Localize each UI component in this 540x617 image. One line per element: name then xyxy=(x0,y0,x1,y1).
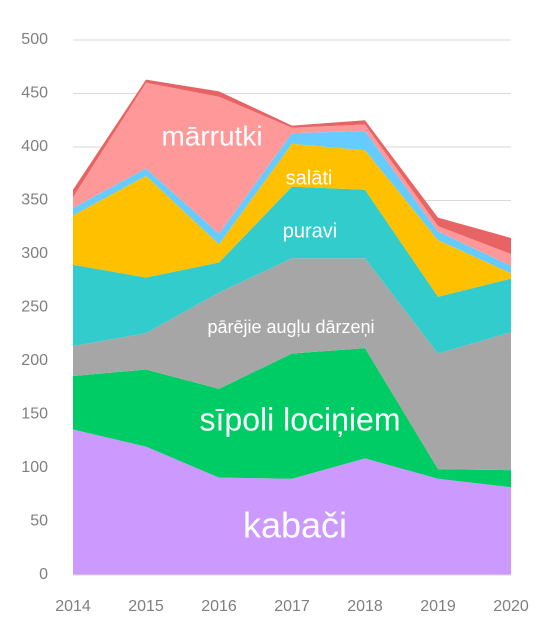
y-tick-label: 50 xyxy=(30,513,48,530)
series-label: puravi xyxy=(283,220,337,242)
area xyxy=(73,186,511,354)
x-tick-label: 2018 xyxy=(347,598,383,615)
x-tick-label: 2015 xyxy=(128,598,164,615)
area xyxy=(73,143,511,297)
area xyxy=(73,258,511,471)
series-label: sīpoli lociņiem xyxy=(200,401,401,437)
y-tick-label: 100 xyxy=(21,459,48,476)
area xyxy=(73,429,511,575)
y-tick-label: 0 xyxy=(39,566,48,583)
y-tick-label: 200 xyxy=(21,352,48,369)
y-tick-label: 300 xyxy=(21,245,48,262)
y-tick-label: 350 xyxy=(21,192,48,209)
x-tick-label: 2016 xyxy=(201,598,237,615)
series-label: kabači xyxy=(243,505,347,546)
series-label: mārrutki xyxy=(161,120,262,151)
x-tick-label: 2014 xyxy=(55,598,91,615)
series-label: pārējie augļu dārzeņi xyxy=(207,317,374,337)
y-tick-label: 150 xyxy=(21,406,48,423)
x-tick-label: 2019 xyxy=(420,598,456,615)
area xyxy=(73,82,511,266)
y-tick-label: 400 xyxy=(21,138,48,155)
area xyxy=(73,348,511,488)
y-tick-label: 450 xyxy=(21,85,48,102)
area xyxy=(73,79,511,254)
y-tick-label: 500 xyxy=(21,31,48,48)
x-tick-label: 2020 xyxy=(493,598,529,615)
y-tick-label: 250 xyxy=(21,299,48,316)
x-tick-label: 2017 xyxy=(274,598,310,615)
series-label: salāti xyxy=(286,167,333,189)
